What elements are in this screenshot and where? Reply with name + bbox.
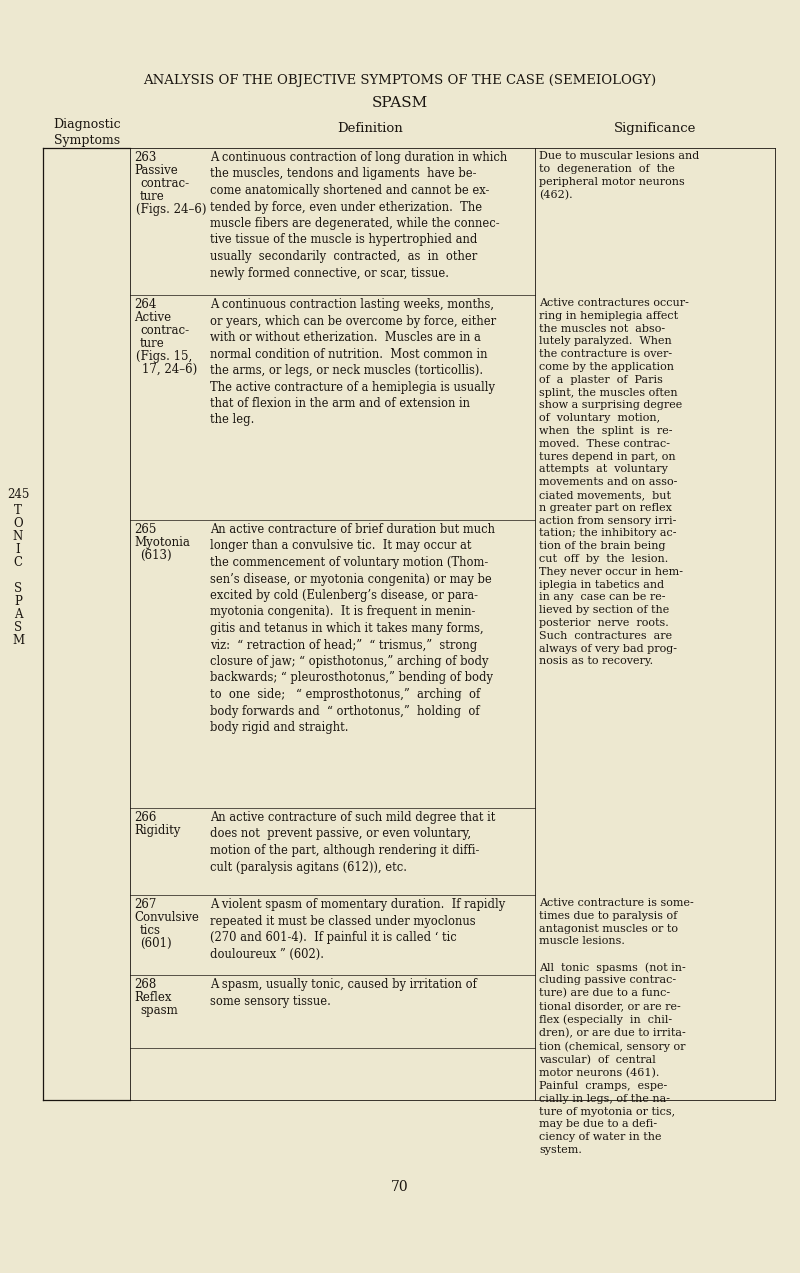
- Text: Definition: Definition: [337, 122, 403, 135]
- Text: Active contracture is some-
times due to paralysis of
antagonist muscles or to
m: Active contracture is some- times due to…: [539, 897, 694, 946]
- Text: A continuous contraction lasting weeks, months,
or years, which can be overcome : A continuous contraction lasting weeks, …: [210, 298, 496, 426]
- Text: 245: 245: [7, 488, 29, 502]
- Text: ture: ture: [140, 190, 165, 202]
- Text: Active: Active: [134, 311, 171, 325]
- Text: 264: 264: [134, 298, 156, 311]
- Text: 263: 263: [134, 151, 156, 164]
- Text: 265: 265: [134, 523, 156, 536]
- Text: 267: 267: [134, 897, 156, 911]
- Text: (Figs. 15,: (Figs. 15,: [136, 350, 192, 363]
- Text: ture: ture: [140, 337, 165, 350]
- Text: 268: 268: [134, 978, 156, 990]
- Text: 70: 70: [391, 1180, 409, 1194]
- Text: 17, 24–6): 17, 24–6): [142, 363, 198, 376]
- Text: A violent spasm of momentary duration.  If rapidly
repeated it must be classed u: A violent spasm of momentary duration. I…: [210, 897, 506, 961]
- Text: I: I: [16, 544, 20, 556]
- Text: N: N: [13, 530, 23, 544]
- Text: Reflex: Reflex: [134, 990, 171, 1004]
- Text: T: T: [14, 504, 22, 517]
- Text: Significance: Significance: [614, 122, 696, 135]
- Text: A: A: [14, 608, 22, 621]
- Text: 266: 266: [134, 811, 156, 824]
- Text: An active contracture of brief duration but much
longer than a convulsive tic.  : An active contracture of brief duration …: [210, 523, 495, 735]
- Text: ANALYSIS OF THE OBJECTIVE SYMPTOMS OF THE CASE (SEMEIOLOGY): ANALYSIS OF THE OBJECTIVE SYMPTOMS OF TH…: [143, 74, 657, 87]
- Text: Passive: Passive: [134, 164, 178, 177]
- Text: (613): (613): [140, 549, 172, 561]
- Text: contrac-: contrac-: [140, 325, 189, 337]
- Text: All  tonic  spasms  (not in-
cluding passive contrac-
ture) are due to a func-
t: All tonic spasms (not in- cluding passiv…: [539, 962, 686, 1155]
- Text: P: P: [14, 594, 22, 608]
- Text: S: S: [14, 582, 22, 594]
- Text: C: C: [14, 556, 22, 569]
- Text: (Figs. 24–6): (Figs. 24–6): [136, 202, 206, 216]
- Text: contrac-: contrac-: [140, 177, 189, 190]
- Text: (601): (601): [140, 937, 172, 950]
- Text: M: M: [12, 634, 24, 647]
- Text: A spasm, usually tonic, caused by irritation of
some sensory tissue.: A spasm, usually tonic, caused by irrita…: [210, 978, 477, 1007]
- Text: S: S: [14, 621, 22, 634]
- Text: Due to muscular lesions and
to  degeneration  of  the
peripheral motor neurons
(: Due to muscular lesions and to degenerat…: [539, 151, 699, 200]
- Text: tics: tics: [140, 924, 161, 937]
- Text: Rigidity: Rigidity: [134, 824, 180, 838]
- Text: O: O: [13, 517, 23, 530]
- Text: Active contractures occur-
ring in hemiplegia affect
the muscles not  abso-
lute: Active contractures occur- ring in hemip…: [539, 298, 689, 666]
- Text: A continuous contraction of long duration in which
the muscles, tendons and liga: A continuous contraction of long duratio…: [210, 151, 507, 280]
- Text: Diagnostic
Symptoms: Diagnostic Symptoms: [53, 118, 121, 146]
- Text: SPASM: SPASM: [372, 95, 428, 109]
- Text: spasm: spasm: [140, 1004, 178, 1017]
- Text: Myotonia: Myotonia: [134, 536, 190, 549]
- Text: Convulsive: Convulsive: [134, 911, 199, 924]
- Text: An active contracture of such mild degree that it
does not  prevent passive, or : An active contracture of such mild degre…: [210, 811, 495, 873]
